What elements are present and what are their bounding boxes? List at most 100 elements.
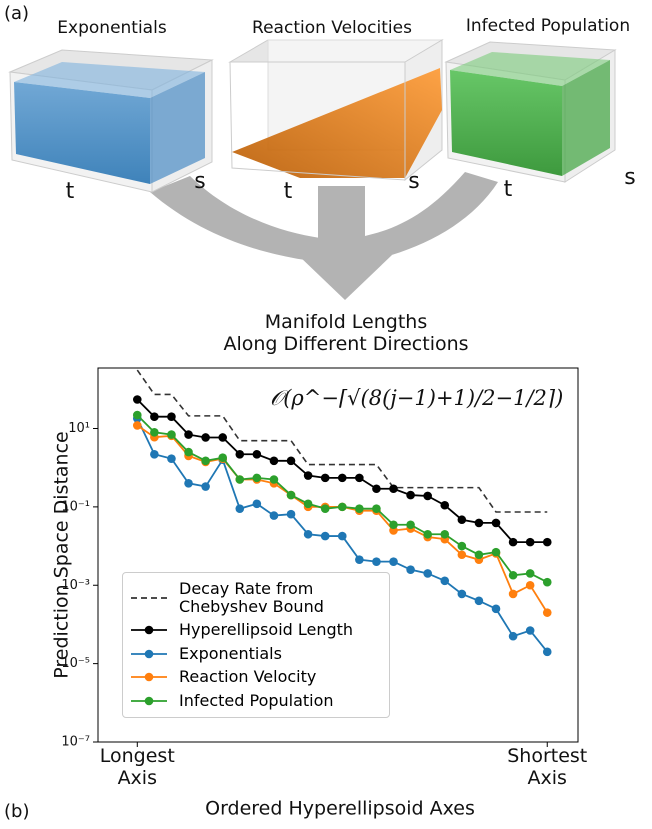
data-point: [320, 504, 330, 513]
data-point: [252, 473, 262, 483]
data-point: [218, 453, 227, 462]
legend-swatch: [131, 696, 167, 706]
data-point: [269, 456, 279, 466]
data-point: [525, 580, 535, 590]
legend-marker: [144, 672, 154, 682]
data-point: [525, 626, 535, 635]
panel-title: Infected Population: [466, 16, 630, 36]
legend-entry: Hyperellipsoid Length: [123, 618, 389, 642]
data-point: [269, 511, 279, 520]
data-point: [389, 557, 398, 566]
data-point: [201, 456, 210, 466]
legend-marker: [144, 696, 154, 706]
y-tick-label: 10⁻⁷: [61, 735, 90, 750]
legend-swatch: [131, 596, 167, 599]
data-point: [474, 550, 484, 560]
y-tick-label: 10⁻³: [61, 578, 90, 593]
data-point: [337, 473, 347, 483]
series-line: [136, 398, 548, 544]
annotation: 𝒪(ρ^−⌈√(8(j−1)+1)/2−1/2⌉): [270, 386, 564, 410]
data-point: [491, 518, 501, 528]
data-point: [167, 430, 176, 439]
data-point: [542, 537, 552, 547]
merge-tree: [150, 172, 498, 300]
panel-title: Exponentials: [57, 18, 167, 38]
data-point: [252, 449, 262, 459]
panel-label: (a): [4, 3, 29, 24]
legend-swatch: [131, 649, 167, 658]
legend-entry: Reaction Velocity: [123, 665, 389, 689]
x-tick-label: Shortest Axis: [507, 745, 588, 789]
data-point: [303, 529, 313, 539]
data-point: [423, 491, 432, 501]
data-point: [406, 565, 415, 574]
legend-label: Exponentials: [179, 643, 282, 663]
data-point: [372, 484, 381, 494]
data-point: [457, 589, 467, 599]
legend-swatch: [131, 672, 167, 682]
data-point: [235, 504, 245, 513]
data-point: [474, 518, 484, 528]
data-point: [150, 412, 159, 422]
data-point: [440, 500, 450, 510]
plot-frame: [97, 367, 579, 743]
data-point: [201, 433, 210, 442]
data-point: [389, 520, 398, 530]
cube-reaction: [228, 39, 444, 182]
data-point: [184, 447, 193, 457]
axis-letter: t: [284, 179, 293, 204]
legend-label: Infected Population: [179, 690, 334, 710]
data-point: [542, 577, 552, 587]
data-point: [320, 473, 330, 483]
axis-letter: s: [408, 169, 419, 194]
data-point: [423, 569, 432, 578]
axis-letter: t: [504, 177, 513, 202]
data-point: [542, 608, 552, 617]
data-point: [235, 475, 245, 484]
data-point: [132, 421, 142, 430]
data-point: [218, 433, 227, 442]
data-point: [337, 502, 347, 512]
data-point: [355, 473, 364, 483]
data-point: [508, 589, 518, 599]
data-point: [423, 529, 432, 539]
data-point: [508, 570, 518, 580]
data-point: [491, 604, 501, 614]
data-point: [337, 531, 347, 541]
data-point: [372, 557, 381, 566]
data-point: [474, 596, 484, 606]
data-point: [269, 475, 279, 484]
data-point: [132, 410, 142, 420]
y-tick-label: 10⁻¹: [61, 499, 90, 514]
legend-label: Decay Rate from Chebyshev Bound: [179, 579, 324, 616]
data-point: [167, 454, 176, 463]
axis-letter: t: [66, 179, 75, 204]
data-point: [286, 490, 296, 500]
panel-title: Reaction Velocities: [252, 18, 412, 38]
data-point: [355, 555, 364, 564]
data-point: [303, 499, 313, 509]
data-point: [320, 531, 330, 541]
y-tick-label: 10⁻⁵: [61, 656, 90, 671]
data-point: [491, 547, 501, 557]
data-point: [372, 504, 381, 513]
data-point: [132, 395, 142, 404]
y-tick-label: 10¹: [68, 421, 90, 436]
data-point: [167, 412, 176, 422]
data-point: [286, 456, 296, 466]
data-point: [457, 541, 467, 551]
cube-exponentials: [8, 49, 214, 193]
data-point: [508, 631, 518, 641]
data-point: [457, 550, 467, 560]
panel-label: (b): [4, 801, 29, 822]
legend: Decay Rate from Chebyshev Bound Hyperelli…: [122, 572, 390, 718]
data-point: [252, 499, 262, 509]
series-line: [136, 369, 548, 513]
axis-letter: s: [624, 165, 635, 190]
legend-swatch: [131, 625, 167, 635]
x-axis-label: Ordered Hyperellipsoid Axes: [205, 798, 475, 820]
data-point: [201, 482, 210, 491]
x-tick-label: Longest Axis: [99, 745, 175, 789]
data-point: [457, 515, 467, 525]
data-point: [406, 520, 415, 530]
